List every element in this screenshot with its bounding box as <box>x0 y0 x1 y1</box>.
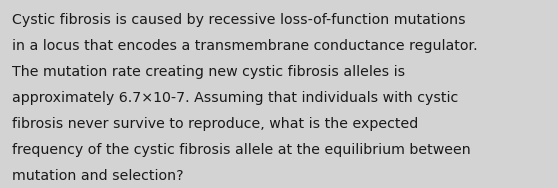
Text: The mutation rate creating new cystic fibrosis alleles is: The mutation rate creating new cystic fi… <box>12 65 406 79</box>
Text: Cystic fibrosis is caused by recessive loss-of-function mutations: Cystic fibrosis is caused by recessive l… <box>12 13 466 27</box>
Text: approximately 6.7×10-7. Assuming that individuals with cystic: approximately 6.7×10-7. Assuming that in… <box>12 91 459 105</box>
Text: frequency of the cystic fibrosis allele at the equilibrium between: frequency of the cystic fibrosis allele … <box>12 143 471 157</box>
Text: in a locus that encodes a transmembrane conductance regulator.: in a locus that encodes a transmembrane … <box>12 39 478 53</box>
Text: fibrosis never survive to reproduce, what is the expected: fibrosis never survive to reproduce, wha… <box>12 117 418 131</box>
Text: mutation and selection?: mutation and selection? <box>12 169 184 183</box>
